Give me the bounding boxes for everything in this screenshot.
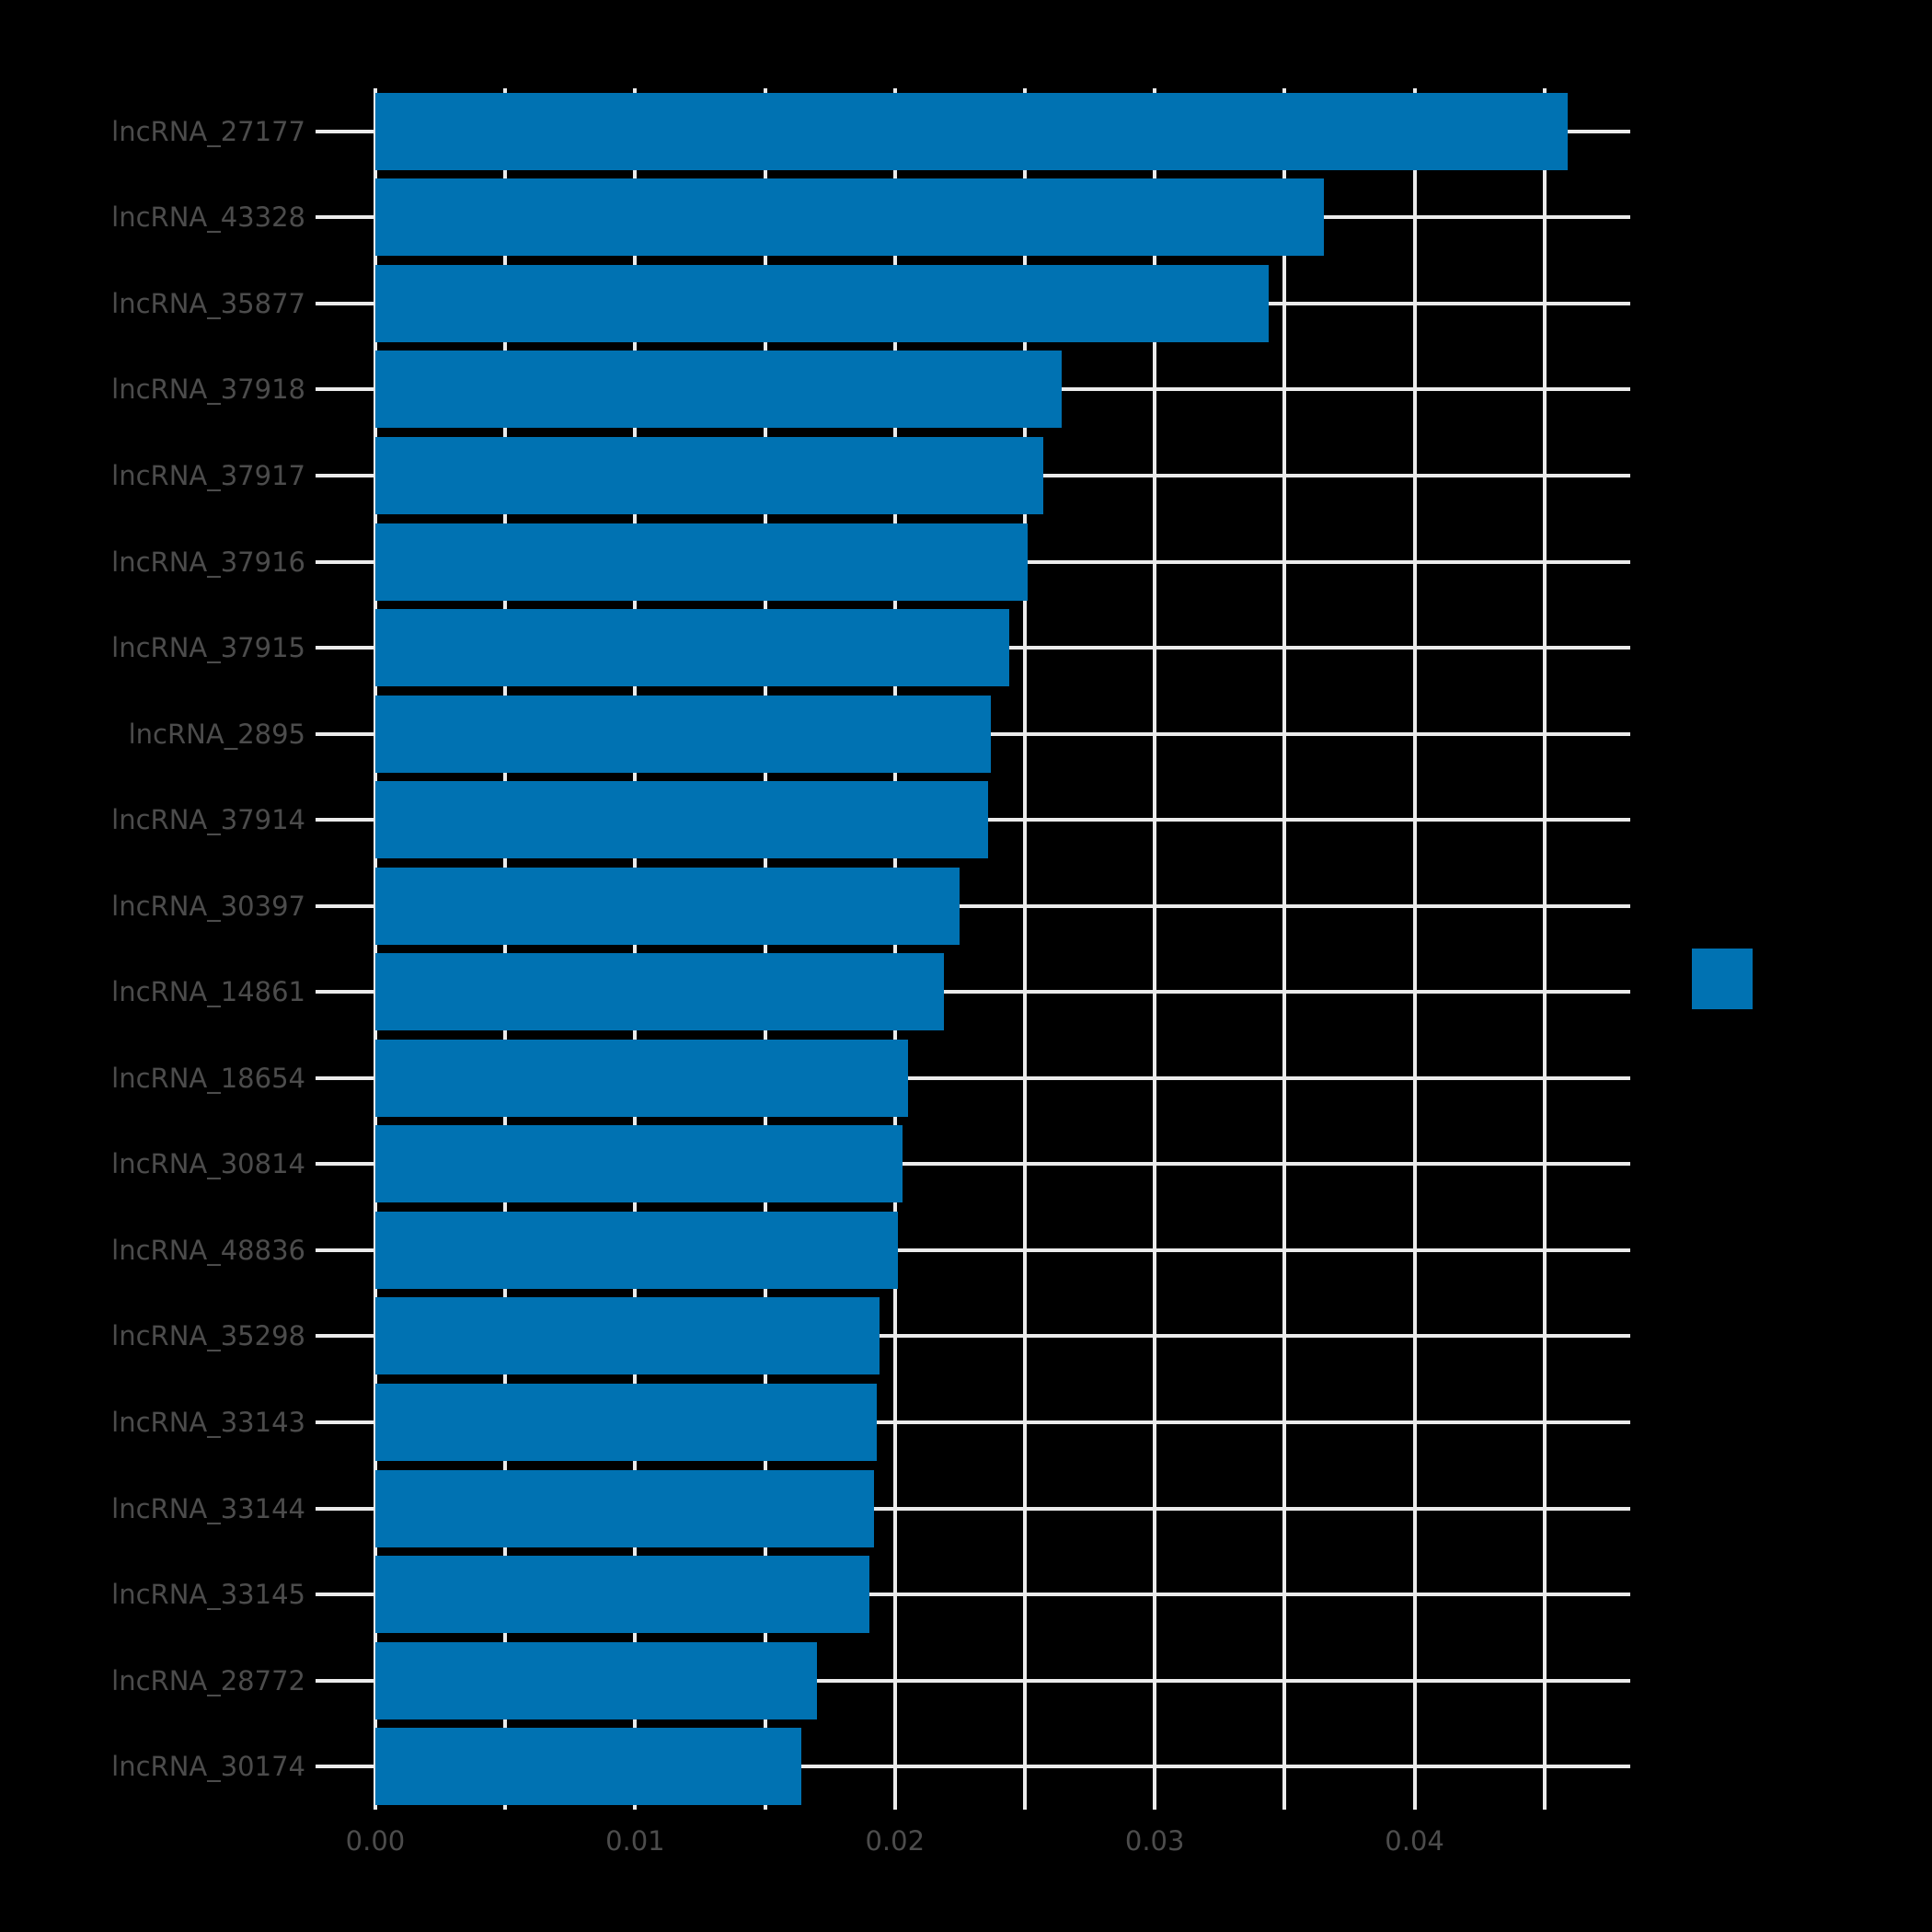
bar-lncRNA_33143: [374, 1384, 877, 1462]
bar-lncRNA_37916: [374, 523, 1028, 601]
horizontal-gridline: [316, 1678, 1630, 1683]
bar-lncRNA_27177: [374, 92, 1569, 170]
vertical-gridline: [503, 88, 508, 1810]
vertical-gridline: [892, 88, 897, 1810]
y-axis-label: lncRNA_18654: [111, 1062, 305, 1094]
y-axis-label: lncRNA_14861: [111, 976, 305, 1008]
y-axis-label: lncRNA_30174: [111, 1751, 305, 1783]
y-axis-label: lncRNA_37918: [111, 374, 305, 406]
bar-lncRNA_28772: [374, 1641, 818, 1719]
horizontal-gridline: [316, 1506, 1630, 1511]
horizontal-gridline: [316, 1593, 1630, 1597]
vertical-gridline: [763, 88, 767, 1810]
y-axis-label: lncRNA_33143: [111, 1407, 305, 1439]
bar-lncRNA_18654: [374, 1039, 908, 1117]
y-axis-label: lncRNA_43328: [111, 201, 305, 234]
vertical-gridline: [1022, 88, 1027, 1810]
horizontal-gridline: [316, 903, 1630, 908]
x-axis-tick-label: 0.03: [1124, 1825, 1185, 1857]
y-axis-label: lncRNA_37914: [111, 804, 305, 836]
y-axis-label: lncRNA_37916: [111, 546, 305, 578]
vertical-gridline: [1153, 88, 1157, 1810]
x-axis-tick-label: 0.01: [605, 1825, 665, 1857]
y-axis-label: lncRNA_37915: [111, 632, 305, 664]
x-axis-tick-label: 0.00: [345, 1825, 406, 1857]
horizontal-gridline: [316, 1765, 1630, 1769]
horizontal-gridline: [316, 1075, 1630, 1080]
vertical-gridline: [1542, 88, 1547, 1810]
y-axis-label: lncRNA_48836: [111, 1234, 305, 1266]
horizontal-gridline: [316, 1162, 1630, 1167]
bar-lncRNA_37914: [374, 781, 989, 859]
y-axis-label: lncRNA_35298: [111, 1320, 305, 1352]
vertical-gridline: [1282, 88, 1287, 1810]
bar-lncRNA_30174: [374, 1728, 802, 1806]
x-axis-tick-label: 0.04: [1385, 1825, 1444, 1857]
vertical-gridline: [373, 88, 377, 1810]
y-axis-label: lncRNA_30814: [111, 1148, 305, 1180]
x-axis-tick-label: 0.02: [865, 1825, 926, 1857]
horizontal-gridline: [316, 1248, 1630, 1252]
vertical-gridline: [633, 88, 638, 1810]
bar-lncRNA_37917: [374, 436, 1043, 514]
plot-area: [316, 88, 1630, 1810]
vertical-gridline: [1412, 88, 1417, 1810]
bar-lncRNA_43328: [374, 178, 1324, 257]
horizontal-gridline: [316, 990, 1630, 995]
y-axis-label: lncRNA_2895: [128, 718, 305, 750]
bar-lncRNA_2895: [374, 695, 992, 773]
horizontal-gridline: [316, 1420, 1630, 1425]
y-axis-label: lncRNA_35877: [111, 287, 305, 319]
y-axis-label: lncRNA_28772: [111, 1664, 305, 1696]
y-axis-label: lncRNA_33144: [111, 1492, 305, 1524]
bar-lncRNA_14861: [374, 953, 945, 1031]
bar-lncRNA_35877: [374, 264, 1270, 342]
y-axis-label: lncRNA_27177: [111, 115, 305, 147]
bar-lncRNA_35298: [374, 1297, 880, 1375]
bar-lncRNA_37918: [374, 351, 1062, 429]
y-axis-label: lncRNA_30397: [111, 890, 305, 922]
bar-lncRNA_48836: [374, 1211, 898, 1289]
y-axis-label: lncRNA_37917: [111, 459, 305, 491]
bar-lncRNA_33144: [374, 1469, 875, 1547]
y-axis-label: lncRNA_33145: [111, 1579, 305, 1611]
bar-lncRNA_30814: [374, 1125, 903, 1203]
bar-lncRNA_37915: [374, 609, 1010, 687]
horizontal-gridline: [316, 1334, 1630, 1339]
legend-swatch: [1692, 949, 1753, 1009]
bar-lncRNA_33145: [374, 1556, 869, 1634]
bar-lncRNA_30397: [374, 867, 960, 945]
